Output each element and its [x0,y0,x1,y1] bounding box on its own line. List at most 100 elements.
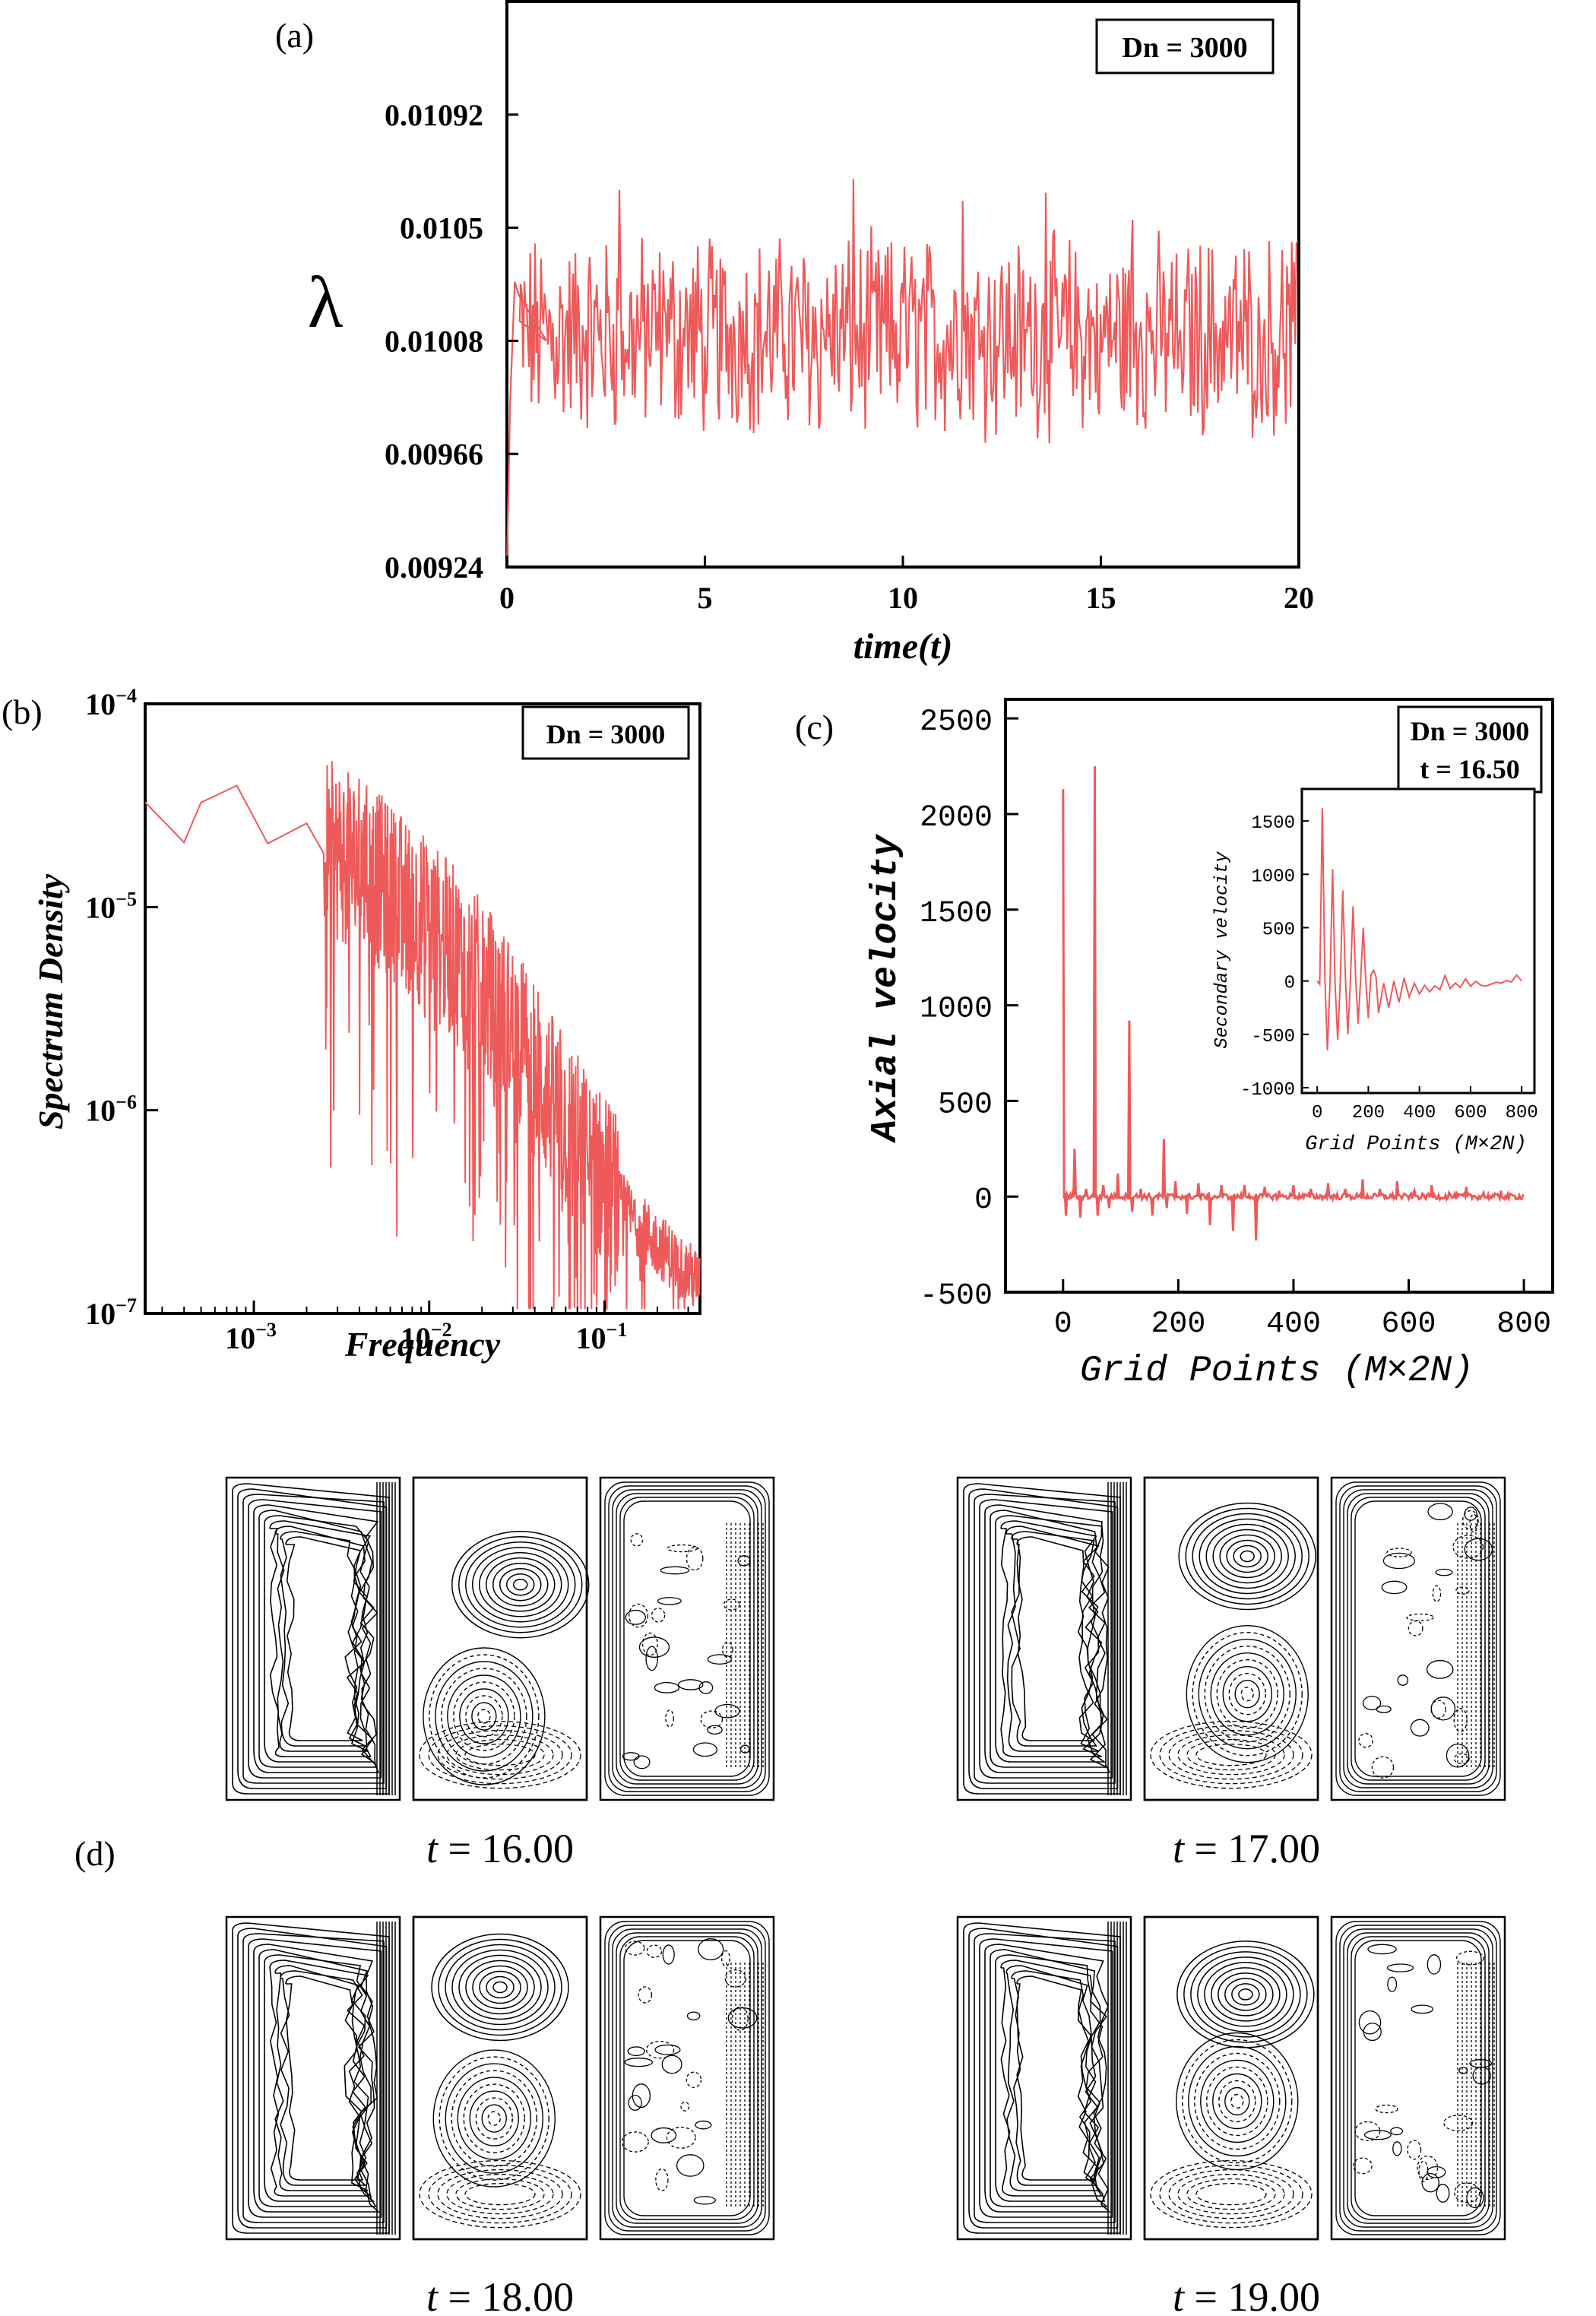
panel-a-ylabel: λ [308,261,344,343]
temperature-cell-contour [1387,1976,1398,1992]
temperature-cell-contour [692,1742,717,1757]
temperature-cell-contour [654,2044,681,2055]
panel-c-ytick-label: 2000 [920,801,993,835]
temperature-cell-contour [737,1555,751,1567]
panel-c-xtick-label: 0 [1054,1307,1072,1342]
secondary-vortex-contour [431,1933,569,2042]
secondary-vortex-contour [453,1681,515,1751]
panel-c-inset-series-line [1316,808,1522,1050]
panel-c-xtick-label: 600 [1382,1307,1436,1342]
panel-d: (d) t = 16.00 t = 17.00 t = 18.00 t = 19… [74,1476,1506,2316]
temperature-cell-contour [657,1597,682,1605]
panel-a: (a) 0.00924 0.00966 0.01008 0.0105 0.01092 0 5… [275,0,1314,667]
axial-flow-contour [956,1476,1132,1801]
temperature-cell-contour [651,2127,677,2143]
secondary-vortex-contour [1183,1946,1308,2043]
temperature-cell-contour [1435,1568,1453,1576]
axial-contour-line [1011,1970,1098,2186]
panel-b-series-line [144,761,701,1310]
secondary-vortex-contour [1240,1550,1255,1563]
temperature-cell-contour [645,1646,658,1671]
secondary-dashed-contour [1186,2178,1276,2210]
secondary-vortex-contour [423,1647,546,1785]
axial-contour-line [242,1494,385,1784]
secondary-vortex-contour [1218,2080,1256,2123]
secondary-dashed-contour [1150,2159,1313,2229]
temperature-cell-contour [1430,1697,1456,1721]
secondary-dashed-contour [464,1743,536,1766]
temperature-boundary-contour [616,1932,758,2224]
secondary-vortex-contour [471,1546,569,1623]
axial-contour-line [285,1975,364,2181]
secondary-vortex-contour [1186,1624,1309,1763]
axial-contour-line [1016,1536,1096,1741]
temperature-cell-contour [686,2011,701,2021]
snapshot-label-2-t: t [1173,1826,1186,1871]
axial-flow-contour [956,1915,1132,2241]
temperature-boundary-contour [604,1921,770,2235]
temperature-cell-contour [1464,1538,1493,1561]
secondary-vortex-contour [472,1965,528,2010]
panel-c-ylabel: Axial velocity [866,833,907,1143]
secondary-vortex-contour [1219,1534,1275,1579]
secondary-vortex-contour [1206,2066,1268,2137]
snapshot-label-1: t = 16.00 [426,1826,574,1871]
temperature-boundary-contour [1339,1485,1497,1792]
axial-contour-line [258,1949,377,2207]
snapshot-label-1-t: t [426,1826,439,1871]
temperature-cell-contour [1382,1552,1415,1570]
temperature-cell-contour [723,1598,740,1611]
secondary-vortex-contour [1200,2059,1275,2143]
temperature-cell-contour [1363,2130,1392,2140]
panel-a-ytick-label: 0.00924 [385,550,483,585]
snapshot-label-3-value: = 18.00 [438,2274,574,2312]
temperature-cell-contour [1455,1950,1485,1966]
temperature-cell-contour [678,1679,704,1690]
secondary-vortex-contour [481,2104,507,2133]
temperature-cell-contour [630,1533,644,1547]
temperature-cell-contour [727,2007,758,2029]
panel-c-xtick-label: 800 [1496,1307,1551,1342]
axial-contour-line [264,1515,375,1763]
panel-a-ytick-label: 0.0105 [400,211,483,246]
panel-a-xtick-label: 15 [1086,581,1116,615]
secondary-vortex-contour [1233,1545,1262,1568]
secondary-vortex-contour [1222,1665,1272,1722]
temperature-cell-contour [642,1632,658,1656]
panel-c-ytick-label: 1500 [920,897,993,931]
secondary-vortex-contour [471,1702,497,1731]
temperature-cell-contour [1427,1503,1453,1521]
panel-c-label: (c) [795,708,834,746]
temperature-cell-contour [629,1603,648,1628]
panel-a-series-line [505,179,1299,568]
secondary-flow-contour [1143,1476,1319,1801]
secondary-flow-contour [412,1476,590,1801]
temperature-cell-contour [667,1544,698,1553]
temperature-cell-contour [1417,2155,1439,2180]
secondary-vortex-contour [499,1567,542,1602]
temperature-cell-contour [698,1938,724,1961]
panel-b-legend: Dn = 3000 [546,719,666,749]
secondary-vortex-contour [458,1535,583,1633]
temperature-contour [1330,1476,1506,1801]
temperature-cell-contour [1443,2115,1474,2131]
axial-contour-line [995,1954,1106,2202]
temperature-boundary-contour [1347,1932,1490,2224]
panel-c-inset-ytick-label: 500 [1262,920,1295,940]
secondary-vortex-contour [465,1695,503,1738]
secondary-vortex-contour [439,2056,549,2181]
panel-c-inset-marks [1316,808,1522,1050]
temperature-cell-contour [698,1681,714,1694]
secondary-vortex-contour [1204,1962,1287,2027]
secondary-dashed-contour [1168,2169,1294,2219]
secondary-vortex-contour [1230,2093,1244,2109]
panel-c-ytick-label: 0 [974,1183,993,1218]
snapshot-label-3-t: t [426,2274,439,2312]
secondary-vortex-contour [1240,1686,1254,1702]
secondary-vortex-contour [469,2090,519,2146]
panel-b-ytick-exponent: −4 [116,685,137,707]
secondary-vortex-contour [1188,2045,1287,2157]
temperature-cell-contour [660,1566,690,1575]
secondary-vortex-contour [492,1981,508,1994]
secondary-vortex-contour [1198,1638,1297,1750]
